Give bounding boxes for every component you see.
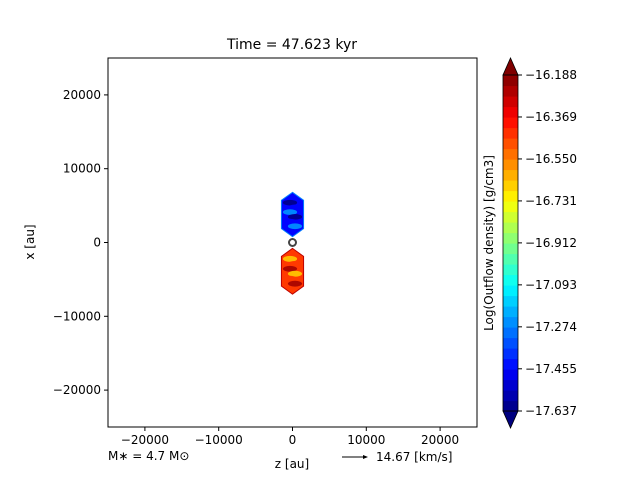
colorbar-band	[503, 253, 518, 265]
y-tick-label: 10000	[63, 162, 101, 176]
chart-title: Time = 47.623 kyr	[226, 37, 357, 53]
colorbar-tick-label: −17.637	[525, 404, 577, 418]
x-tick-label: 10000	[347, 433, 385, 447]
colorbar-extend-bottom	[502, 410, 519, 429]
colorbar-band	[503, 358, 518, 370]
stellar-mass-annotation: M∗ = 4.7 M⊙	[108, 449, 189, 463]
outflow-cell	[287, 270, 303, 277]
outflow-cell	[282, 209, 298, 215]
velocity-key-arrowhead	[363, 455, 368, 459]
colorbar-band	[503, 159, 518, 171]
colorbar-band	[503, 222, 518, 234]
colorbar-tick-label: −17.274	[525, 320, 577, 334]
y-tick-label: −10000	[53, 309, 101, 323]
plot-background	[108, 58, 477, 427]
outflow-cell	[287, 204, 303, 211]
colorbar-extend-top	[502, 57, 519, 76]
colorbar-tick-label: −16.912	[525, 236, 577, 250]
y-axis-ticks: 20000 10000 0 −10000 −20000	[53, 88, 108, 397]
outflow-lobes	[280, 191, 305, 295]
outflow-cell	[282, 218, 298, 225]
x-tick-label: −20000	[121, 433, 169, 447]
star-marker	[288, 238, 297, 247]
outflow-cell	[282, 255, 298, 262]
colorbar-band	[503, 138, 518, 150]
colorbar-band	[503, 348, 518, 360]
colorbar-band	[503, 337, 518, 349]
colorbar-band	[503, 169, 518, 181]
outflow-cell	[287, 223, 303, 230]
y-tick-label: 20000	[63, 88, 101, 102]
colorbar-band	[503, 201, 518, 213]
colorbar-band	[503, 243, 518, 255]
colorbar-band	[503, 369, 518, 381]
colorbar-band	[503, 96, 518, 108]
colorbar-band	[503, 190, 518, 202]
colorbar-band	[503, 327, 518, 339]
x-tick-label: 0	[289, 433, 297, 447]
colorbar-band	[503, 117, 518, 129]
colorbar-band	[503, 211, 518, 223]
outflow-cell	[287, 260, 303, 267]
outflow-cell	[282, 199, 298, 206]
colorbar-band	[503, 306, 518, 318]
y-axis-label: x [au]	[23, 224, 37, 259]
colorbar-band	[503, 75, 518, 87]
colorbar-band	[503, 264, 518, 276]
y-tick-label: 0	[93, 236, 101, 250]
colorbar-band	[503, 379, 518, 391]
x-tick-label: −10000	[195, 433, 243, 447]
colorbar-band	[503, 127, 518, 139]
x-axis-label: z [au]	[275, 457, 309, 471]
velocity-key-label: 14.67 [km/s]	[376, 450, 452, 464]
colorbar-tick-label: −16.369	[525, 110, 577, 124]
outflow-cell	[287, 280, 303, 287]
colorbar-band	[503, 180, 518, 192]
colorbar-band	[503, 316, 518, 328]
plot-area	[107, 57, 478, 428]
colorbar-tick-label: −16.188	[525, 68, 577, 82]
x-axis-ticks: −20000 −10000 0 10000 20000	[121, 427, 459, 447]
y-tick-label: −20000	[53, 383, 101, 397]
x-tick-label: 20000	[421, 433, 459, 447]
outflow-cell	[287, 213, 303, 220]
colorbar-tick-label: −16.731	[525, 194, 577, 208]
velocity-key: 14.67 [km/s]	[342, 450, 452, 464]
colorbar-tick-label: −16.550	[525, 152, 577, 166]
colorbar: −16.188 −16.369 −16.550 −16.731 −16.912 −17.0…	[482, 57, 577, 429]
colorbar-label: Log(Outflow density) [g/cm3]	[482, 155, 496, 331]
colorbar-tick-label: −17.455	[525, 362, 577, 376]
outflow-cell	[282, 265, 298, 272]
colorbar-ticks: −16.188 −16.369 −16.550 −16.731 −16.912 −17.0…	[518, 68, 577, 418]
colorbar-band	[503, 285, 518, 297]
colorbar-band	[503, 85, 518, 97]
colorbar-band	[503, 295, 518, 307]
colorbar-tick-label: −17.093	[525, 278, 577, 292]
colorbar-band	[503, 148, 518, 160]
outflow-cell	[282, 275, 298, 282]
colorbar-band	[503, 106, 518, 118]
colorbar-band	[503, 390, 518, 402]
colorbar-band	[503, 274, 518, 286]
colorbar-bands	[503, 75, 518, 412]
colorbar-band	[503, 232, 518, 244]
colorbar-band	[503, 400, 518, 412]
